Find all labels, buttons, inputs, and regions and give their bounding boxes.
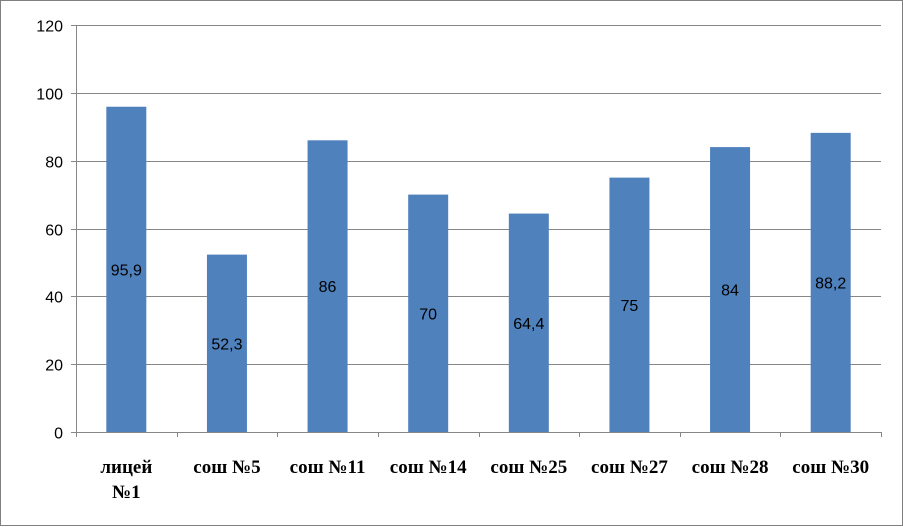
x-category-label: сош №27 (591, 457, 668, 478)
y-tick-label: 100 (36, 87, 63, 104)
x-category-label: сош №5 (193, 457, 260, 478)
x-category-label: сош №28 (692, 457, 769, 478)
labels: 95,9 лицей №1 52,3 сош №5 86 сош №11 70 сош №14 6… (100, 262, 869, 503)
y-tick-label: 80 (45, 155, 63, 172)
data-label: 70 (419, 306, 437, 323)
y-tick-label: 120 (36, 19, 63, 36)
bar (508, 213, 549, 432)
bar (810, 132, 851, 433)
bar (609, 177, 650, 432)
grid-lines (76, 25, 881, 365)
y-tick-label: 0 (54, 426, 63, 443)
bars (106, 106, 851, 433)
axes: 0 20 40 60 80 100 120 (36, 19, 882, 443)
x-category-label: сош №25 (490, 457, 567, 478)
x-category-label: сош №11 (290, 457, 366, 478)
bar (710, 147, 751, 432)
x-category-label: сош №14 (390, 457, 467, 478)
x-category-label: сош №30 (792, 457, 869, 478)
data-label: 84 (721, 283, 739, 300)
bar (206, 254, 247, 432)
y-tick-label: 20 (45, 358, 63, 375)
data-label: 86 (319, 279, 337, 296)
y-tick-label: 60 (45, 223, 63, 240)
data-label: 75 (621, 298, 639, 315)
bar (408, 194, 449, 432)
data-label: 64,4 (513, 316, 544, 333)
bar (106, 106, 147, 432)
data-label: 95,9 (111, 262, 142, 279)
y-tick-label: 40 (45, 290, 63, 307)
bar (307, 140, 348, 433)
x-category-label: лицей (100, 457, 152, 478)
data-label: 88,2 (815, 275, 846, 292)
data-label: 52,3 (211, 336, 242, 353)
x-category-label: №1 (112, 482, 141, 503)
